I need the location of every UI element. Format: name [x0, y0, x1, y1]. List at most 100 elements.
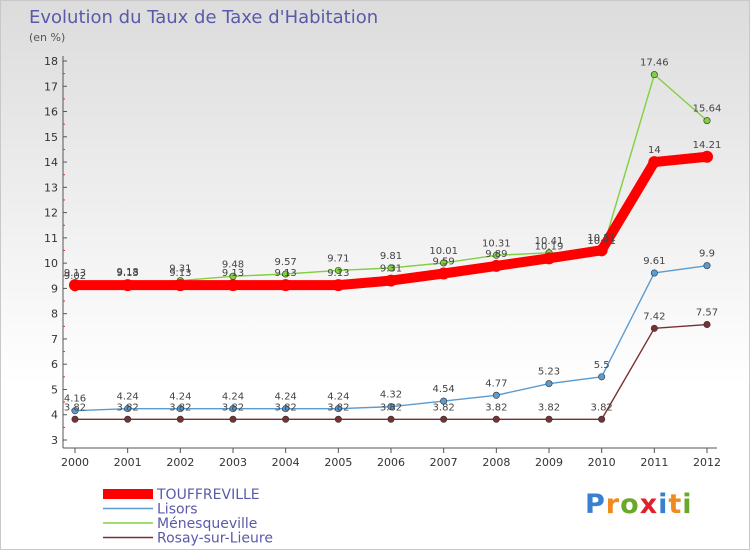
- data-label: 5.23: [538, 367, 560, 378]
- y-tick-label: 11: [44, 232, 58, 245]
- x-tick-label: 2000: [61, 456, 89, 469]
- data-point: [69, 279, 81, 292]
- logo-letter: i: [682, 489, 693, 520]
- data-label: 9.13: [222, 268, 244, 279]
- data-label: 5.5: [594, 360, 610, 371]
- x-tick-label: 2002: [166, 456, 194, 469]
- data-label: 10.31: [482, 238, 511, 249]
- y-tick-label: 6: [51, 358, 58, 371]
- data-label: 3.82: [485, 402, 507, 413]
- y-tick-label: 15: [44, 131, 58, 144]
- data-label: 3.82: [117, 402, 139, 413]
- logo-letter: P: [585, 489, 606, 520]
- legend-label: Ménesqueville: [157, 516, 257, 532]
- y-tick-label: 12: [44, 207, 58, 220]
- data-point: [334, 415, 342, 423]
- data-label: 9.59: [433, 256, 455, 267]
- data-label: 10.41: [535, 236, 564, 247]
- data-point: [703, 262, 711, 270]
- y-tick-label: 4: [51, 409, 58, 422]
- y-tick-label: 18: [44, 55, 58, 68]
- x-tick-label: 2009: [535, 456, 563, 469]
- chart-subtitle: (en %): [29, 31, 66, 44]
- data-label: 9.13: [275, 268, 297, 279]
- y-tick-label: 5: [51, 383, 58, 396]
- data-point: [490, 259, 503, 272]
- x-tick-label: 2004: [272, 456, 300, 469]
- legend-label: Lisors: [157, 502, 198, 518]
- data-label: 9.13: [64, 268, 86, 279]
- data-point: [650, 71, 658, 79]
- data-point: [545, 380, 553, 388]
- data-point: [124, 405, 132, 413]
- y-tick-label: 13: [44, 181, 58, 194]
- data-point: [229, 405, 237, 413]
- logo-letter: t: [668, 489, 683, 520]
- data-point: [492, 415, 500, 423]
- data-point: [176, 405, 184, 413]
- data-label: 14: [648, 145, 661, 156]
- data-label: 9.18: [117, 267, 139, 278]
- data-label: 4.54: [433, 384, 455, 395]
- data-label: 3.82: [222, 402, 244, 413]
- data-label: 3.82: [169, 402, 191, 413]
- data-label: 3.82: [380, 402, 402, 413]
- data-point: [387, 415, 395, 423]
- data-label: 9.13: [117, 268, 139, 279]
- data-point: [174, 279, 187, 292]
- data-label: 9.61: [643, 256, 665, 267]
- data-point: [703, 321, 711, 329]
- data-point: [598, 373, 606, 381]
- data-label: 4.24: [117, 392, 139, 403]
- data-point: [387, 403, 395, 411]
- logo-letter: o: [620, 489, 640, 520]
- logo-letter: r: [605, 489, 621, 520]
- data-point: [334, 405, 342, 413]
- data-point: [437, 267, 450, 280]
- x-tick-label: 2001: [114, 456, 142, 469]
- data-label: 10.01: [429, 246, 458, 257]
- data-point: [176, 415, 184, 423]
- data-label: 10.19: [535, 241, 564, 252]
- data-label: 3.82: [327, 402, 349, 413]
- data-label: 9.71: [327, 253, 349, 264]
- logo-letter: i: [658, 489, 669, 520]
- y-tick-label: 14: [44, 156, 58, 169]
- y-tick-label: 9: [51, 282, 58, 295]
- data-label: 14.21: [693, 140, 722, 151]
- data-point: [650, 324, 658, 332]
- y-tick-label: 7: [51, 333, 58, 346]
- data-label: 9.13: [327, 268, 349, 279]
- data-point: [282, 270, 290, 278]
- data-point: [282, 405, 290, 413]
- x-tick-label: 2008: [482, 456, 510, 469]
- data-label: 4.24: [222, 392, 244, 403]
- x-tick-label: 2012: [693, 456, 721, 469]
- data-label: 9.9: [699, 249, 715, 260]
- data-point: [279, 279, 292, 292]
- y-tick-label: 8: [51, 308, 58, 321]
- data-point: [598, 415, 606, 423]
- data-label: 9.13: [169, 268, 191, 279]
- data-label: 10.51: [587, 233, 616, 244]
- legend-label: TOUFFREVILLE: [156, 487, 260, 503]
- data-point: [440, 415, 448, 423]
- data-label: 3.82: [275, 402, 297, 413]
- data-point: [229, 415, 237, 423]
- data-label: 7.42: [643, 311, 665, 322]
- data-point: [71, 415, 79, 423]
- data-point: [71, 407, 79, 415]
- y-tick-label: 3: [51, 434, 58, 447]
- data-label: 10.41: [587, 236, 616, 247]
- data-label: 4.77: [485, 378, 507, 389]
- data-point: [545, 415, 553, 423]
- x-tick-label: 2011: [640, 456, 668, 469]
- data-label: 3.82: [64, 402, 86, 413]
- data-label: 3.82: [538, 402, 560, 413]
- data-label: 4.16: [64, 394, 86, 405]
- data-label: 4.24: [327, 392, 349, 403]
- data-label: 9.31: [169, 264, 191, 275]
- data-label: 9.31: [380, 264, 402, 275]
